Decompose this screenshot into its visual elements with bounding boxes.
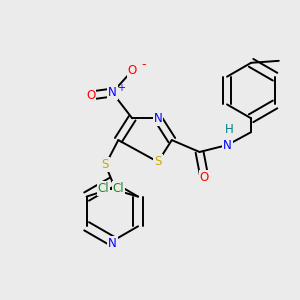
Text: Cl: Cl	[112, 182, 124, 195]
Text: N: N	[108, 237, 117, 250]
Text: Cl: Cl	[98, 182, 109, 195]
Text: N: N	[223, 139, 232, 152]
Text: S: S	[154, 155, 162, 168]
Text: H: H	[225, 123, 234, 136]
Text: N: N	[154, 112, 162, 125]
Text: O: O	[200, 171, 209, 184]
Text: +: +	[117, 82, 125, 93]
Text: N: N	[108, 86, 117, 99]
Text: S: S	[102, 158, 109, 171]
Text: O: O	[86, 89, 95, 102]
Text: O: O	[128, 64, 137, 77]
Text: -: -	[142, 58, 146, 71]
